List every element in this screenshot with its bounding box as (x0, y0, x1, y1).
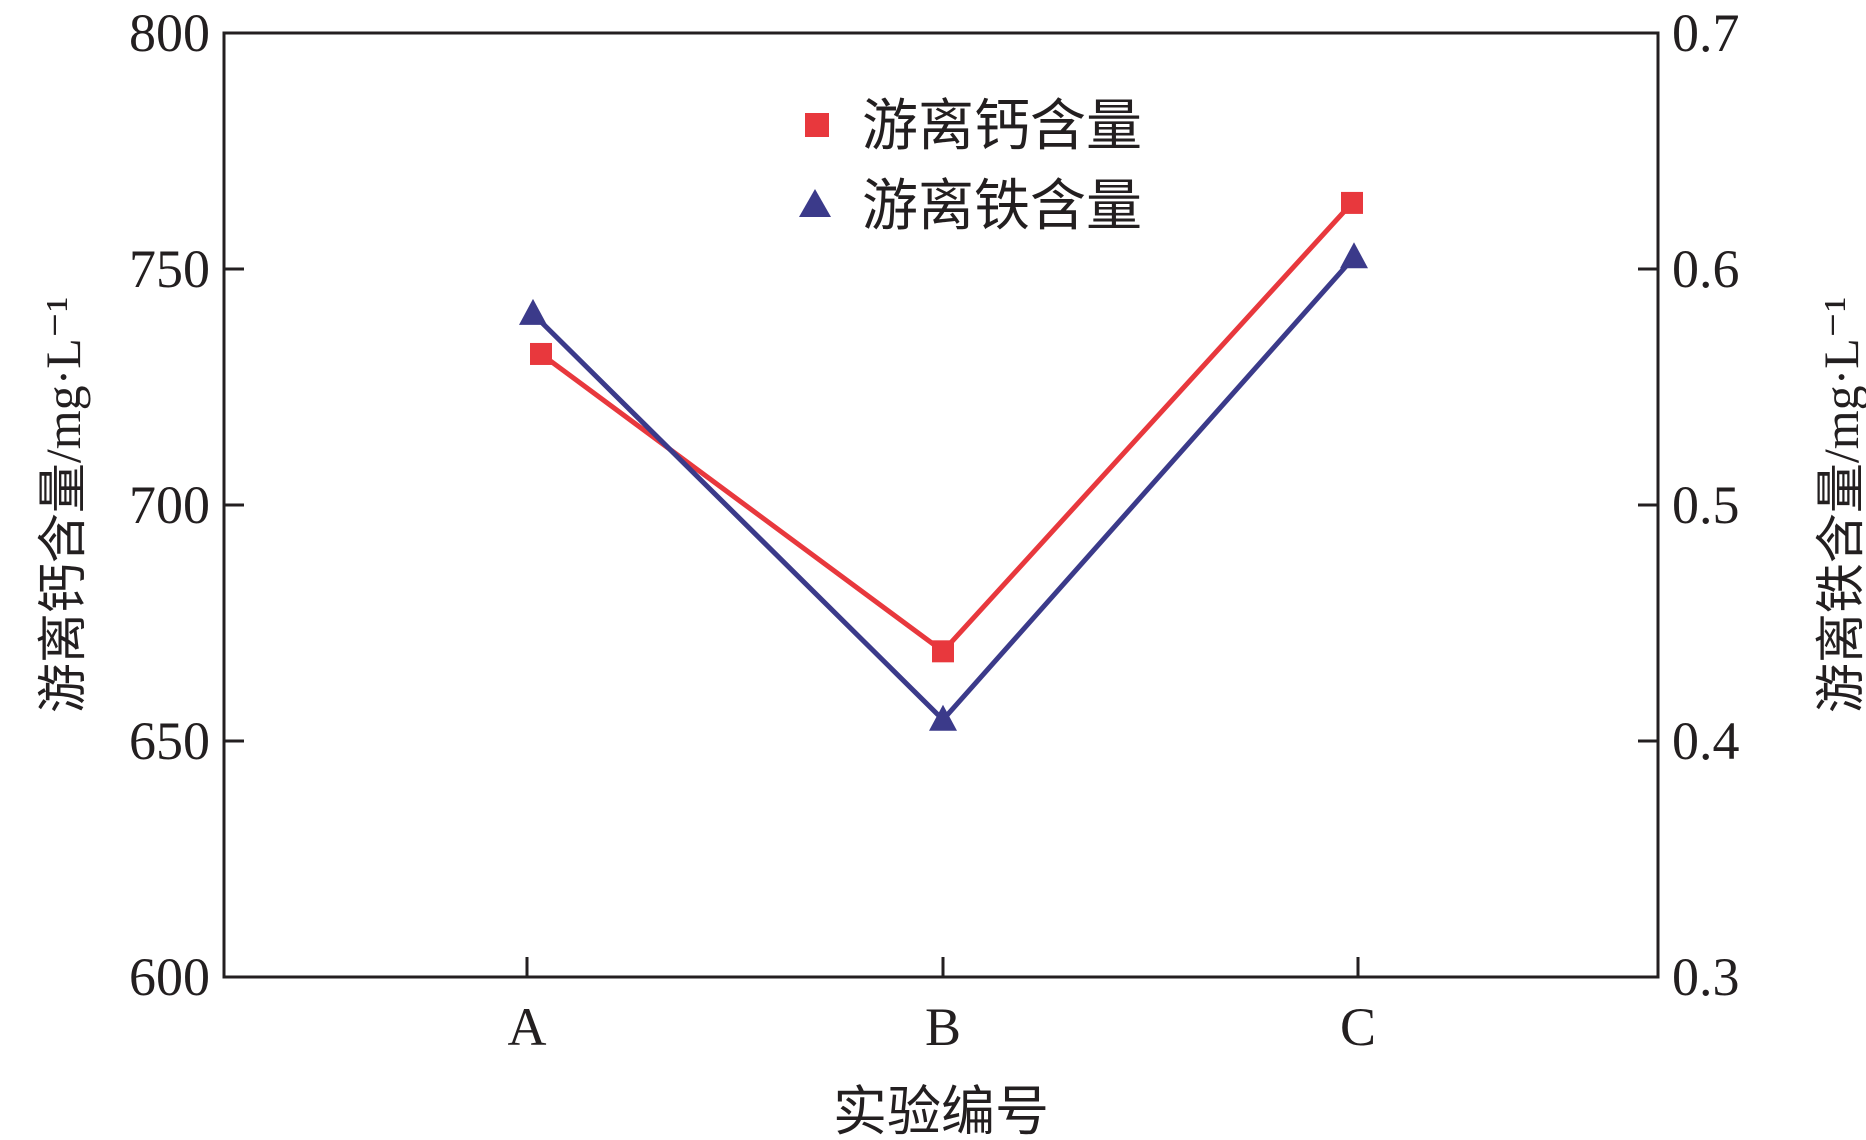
data-point-triangle (1340, 242, 1368, 269)
y-tick-label-right: 0.5 (1672, 475, 1740, 535)
legend-label: 游离铁含量 (862, 176, 1142, 238)
y-tick-label-right: 0.4 (1672, 711, 1740, 771)
x-axis-label: 实验编号 (833, 1082, 1049, 1140)
x-tick-label: B (925, 997, 961, 1057)
x-tick-label: A (508, 997, 547, 1057)
legend-marker-square (805, 113, 829, 137)
y-axis-label-right: 游离铁含量/mg·L⁻¹ (1813, 297, 1866, 713)
legend-label: 游离钙含量 (862, 96, 1142, 158)
y-tick-label-right: 0.3 (1672, 947, 1740, 1007)
plot-frame (222, 31, 1660, 979)
data-point-triangle (929, 704, 957, 731)
y-tick-label-right: 0.6 (1672, 239, 1740, 299)
data-point-square (530, 342, 552, 365)
y-tick-label-left: 650 (129, 711, 210, 771)
y-tick-label-right: 0.7 (1672, 3, 1740, 63)
y-tick-label-left: 600 (129, 947, 210, 1007)
x-tick-label: C (1340, 997, 1376, 1057)
y-axis-label-left: 游离钙含量/mg·L⁻¹ (35, 297, 91, 713)
y-tick-label-left: 750 (129, 239, 210, 299)
y-tick-label-left: 700 (129, 475, 210, 535)
data-point-triangle (519, 298, 547, 325)
data-point-square (1341, 191, 1363, 214)
y-tick-label-left: 800 (129, 3, 210, 63)
legend-marker-triangle (799, 189, 831, 217)
data-point-square (932, 640, 954, 663)
series-line (539, 201, 1354, 655)
